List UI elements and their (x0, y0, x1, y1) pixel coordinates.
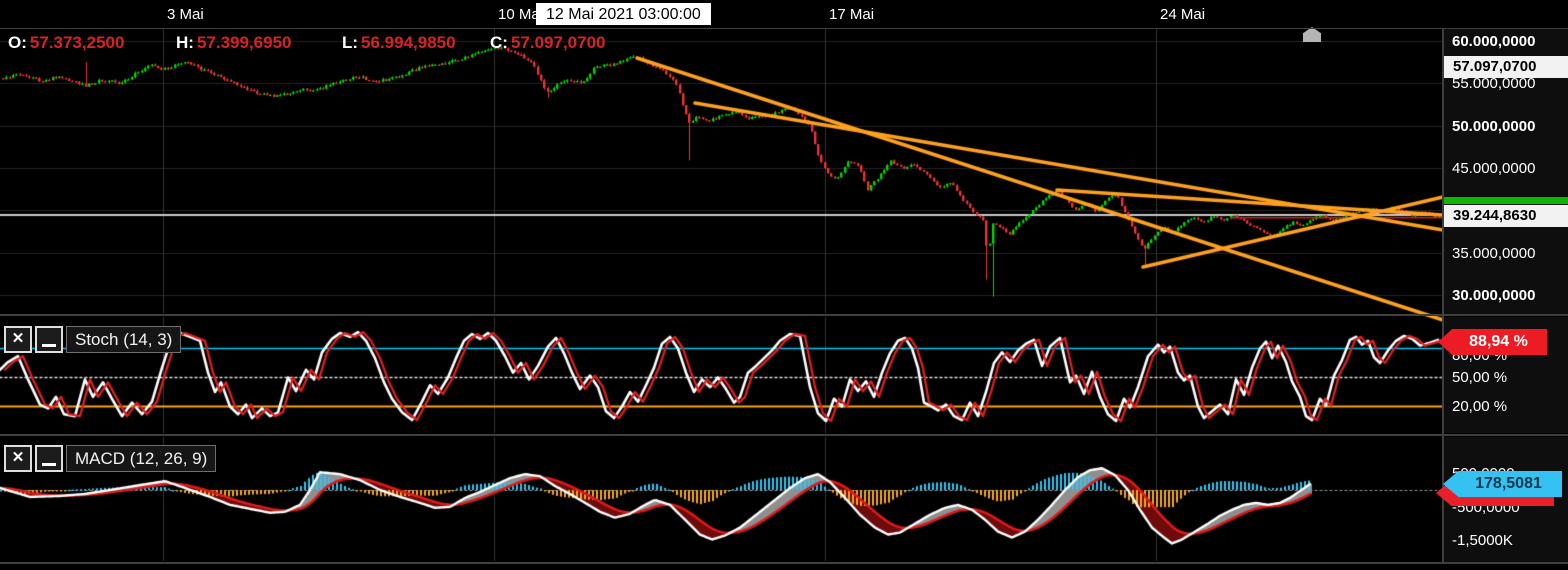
session-close-badge: 57.097,0700 (1444, 56, 1568, 78)
minimize-icon (42, 344, 56, 347)
macd-value-badge: 178,5081 (1443, 471, 1562, 497)
price-tick-55000: 55.000,0000 (1452, 75, 1536, 92)
price-tick-45000: 45.000,0000 (1452, 160, 1536, 177)
date-tick-17mai: 17 Mai (829, 6, 875, 23)
stoch-close-button[interactable]: ✕ (4, 326, 32, 353)
axis-border (1442, 29, 1444, 564)
date-tick-10mai: 10 Mai (498, 6, 544, 23)
ohlc-close: C: 57.097,0700 (490, 33, 606, 52)
bid-marker-bar (1444, 197, 1568, 204)
dateaxis-separator (0, 28, 1568, 29)
macd-minimize-button[interactable] (35, 445, 63, 472)
minimize-icon (42, 463, 56, 466)
close-icon: ✕ (11, 330, 25, 347)
price-tick-50000: 50.000,0000 (1452, 118, 1536, 135)
stoch-value-badge: 88,94 % (1438, 329, 1547, 355)
price-tick-60000: 60.000,0000 (1452, 33, 1536, 50)
stoch-tick-20: 20,00 % (1452, 398, 1508, 415)
stoch-minimize-button[interactable] (35, 326, 63, 353)
ohlc-open: O: 57.373,2500 (8, 33, 125, 52)
date-tick-3mai: 3 Mai (167, 6, 204, 23)
price-tick-30000: 30.000,0000 (1452, 287, 1536, 304)
drawing-anchor-marker-icon[interactable] (1303, 27, 1321, 42)
date-tick-24mai: 24 Mai (1160, 6, 1206, 23)
macd-close-button[interactable]: ✕ (4, 445, 32, 472)
macd-tick-neg1500: -1,5000K (1452, 532, 1513, 549)
macd-separator[interactable] (0, 434, 1568, 436)
stoch-separator[interactable] (0, 314, 1568, 316)
crosshair-date-tooltip: 12 Mai 2021 03:00:00 (536, 3, 711, 25)
last-price-badge: 39.244,8630 (1444, 205, 1568, 227)
ohlc-high: H: 57.399,6950 (176, 33, 292, 52)
close-icon: ✕ (11, 449, 25, 466)
bottom-border (0, 562, 1568, 564)
stoch-indicator-label[interactable]: Stoch (14, 3) (66, 326, 182, 353)
stoch-tick-50: 50,00 % (1452, 369, 1508, 386)
price-tick-35000: 35.000,0000 (1452, 245, 1536, 262)
ohlc-low: L: 56.994,9850 (342, 33, 456, 52)
macd-indicator-label[interactable]: MACD (12, 26, 9) (66, 445, 217, 472)
